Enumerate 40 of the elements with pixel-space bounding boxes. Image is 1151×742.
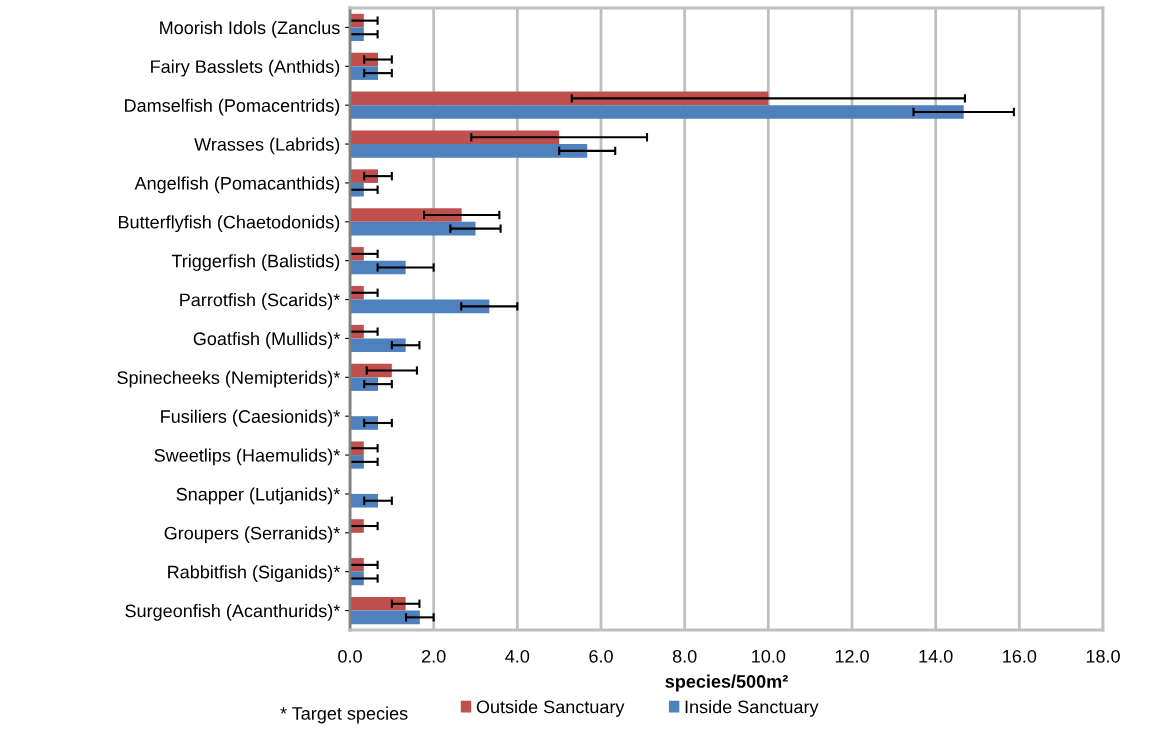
bar — [350, 596, 406, 611]
x-tick-label: 16.0 — [1003, 649, 1037, 663]
bar — [350, 338, 406, 353]
y-tick-label: Triggerfish (Balistids) — [171, 254, 340, 271]
bar — [350, 208, 462, 222]
y-tick-label: Fairy Basslets (Anthids) — [151, 59, 340, 77]
y-tick-label: Wrasses (Labrids) — [194, 137, 340, 155]
x-tick-label: 8.0 — [672, 649, 697, 663]
y-tick-label: Moorish Idols (Zanclus — [160, 20, 340, 38]
y-tick-label: Parrotfish (Scarids)* — [180, 293, 340, 310]
y-tick-label: Goatfish (Mullids)* — [193, 331, 340, 349]
x-tick-label: 18.0 — [1086, 649, 1120, 663]
x-tick-label: 0.0 — [338, 649, 362, 663]
y-tick-label: Groupers (Serranids)* — [164, 526, 341, 544]
bar — [350, 130, 560, 145]
bar — [350, 144, 588, 158]
x-tick-label: 12.0 — [835, 649, 869, 663]
y-tick-label: Spinecheeks (Nemipterids)* — [117, 370, 341, 388]
bar — [350, 610, 420, 625]
x-tick-label: 4.0 — [505, 649, 530, 663]
y-tick-label: Sweetlips (Haemulids)* — [154, 448, 340, 466]
x-tick-label: 10.0 — [752, 649, 786, 663]
y-tick-label: Butterflyfish (Chaetodonids) — [118, 215, 340, 233]
text: * Target species — [280, 706, 408, 724]
y-tick-label: Angelfish (Pomacanthids) — [134, 176, 340, 194]
bar — [350, 221, 476, 236]
y-tick-label: Fusiliers (Caesionids)* — [161, 409, 340, 427]
y-tick-label: Rabbitfish (Siganids)* — [168, 565, 340, 582]
y-tick-label: Damselfish (Pomacentrids) — [125, 98, 340, 116]
x-tick-label: 6.0 — [589, 649, 613, 663]
x-axis-title: species/500m² — [665, 674, 788, 692]
legend-label: Inside Sanctuary — [685, 700, 819, 717]
y-tick-label: Snapper (Lutjanids)* — [176, 487, 341, 505]
x-tick-label: 2.0 — [422, 649, 446, 663]
bar — [350, 105, 964, 119]
bar — [350, 299, 490, 314]
legend-label: Outside Sanctuary — [476, 700, 625, 717]
x-tick-label: 14.0 — [919, 649, 953, 663]
bar — [350, 91, 769, 106]
y-tick-label: Surgeonfish (Acanthurids)* — [125, 604, 341, 621]
